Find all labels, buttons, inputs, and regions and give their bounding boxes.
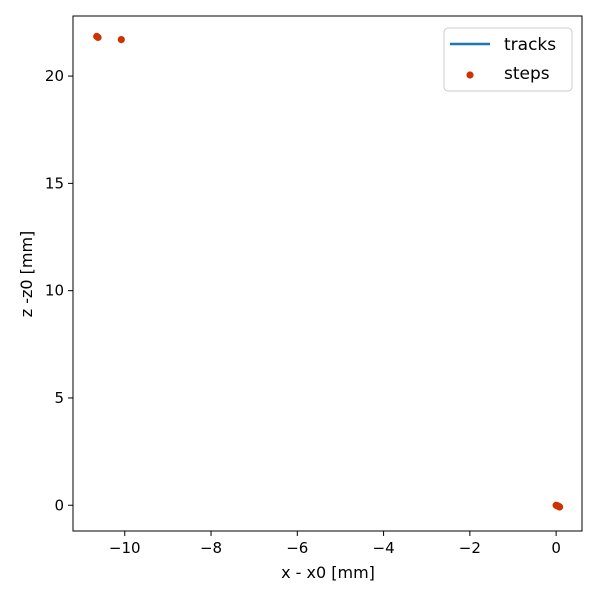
x-tick-label: −6: [286, 539, 308, 557]
axes-frame: [72, 15, 583, 532]
y-axis-label: z -z0 [mm]: [17, 231, 36, 318]
y-tick-label: 0: [54, 496, 64, 514]
x-tick-label: −2: [459, 539, 481, 557]
x-tick-label: −4: [373, 539, 395, 557]
plot-area: [93, 32, 564, 511]
legend-label-tracks: tracks: [504, 35, 556, 55]
y-tick-label: 15: [45, 174, 64, 192]
data-point-steps: [555, 503, 564, 511]
x-tick-label: 0: [551, 539, 561, 557]
x-tick-label: −10: [109, 539, 141, 557]
x-tick-label: −8: [200, 539, 222, 557]
data-point-steps: [117, 36, 125, 44]
y-tick-label: 20: [45, 67, 64, 85]
data-point-steps: [94, 33, 102, 42]
legend-label-steps: steps: [504, 64, 550, 84]
axes: −10 −8 −6 −4 −2 0 0 5 10 15 20: [45, 15, 583, 557]
y-tick-label: 5: [54, 389, 64, 407]
y-tick-label: 10: [45, 282, 64, 300]
legend-swatch-steps: [466, 71, 474, 79]
legend: tracks steps: [443, 27, 573, 92]
x-axis-label: x - x0 [mm]: [281, 563, 375, 582]
